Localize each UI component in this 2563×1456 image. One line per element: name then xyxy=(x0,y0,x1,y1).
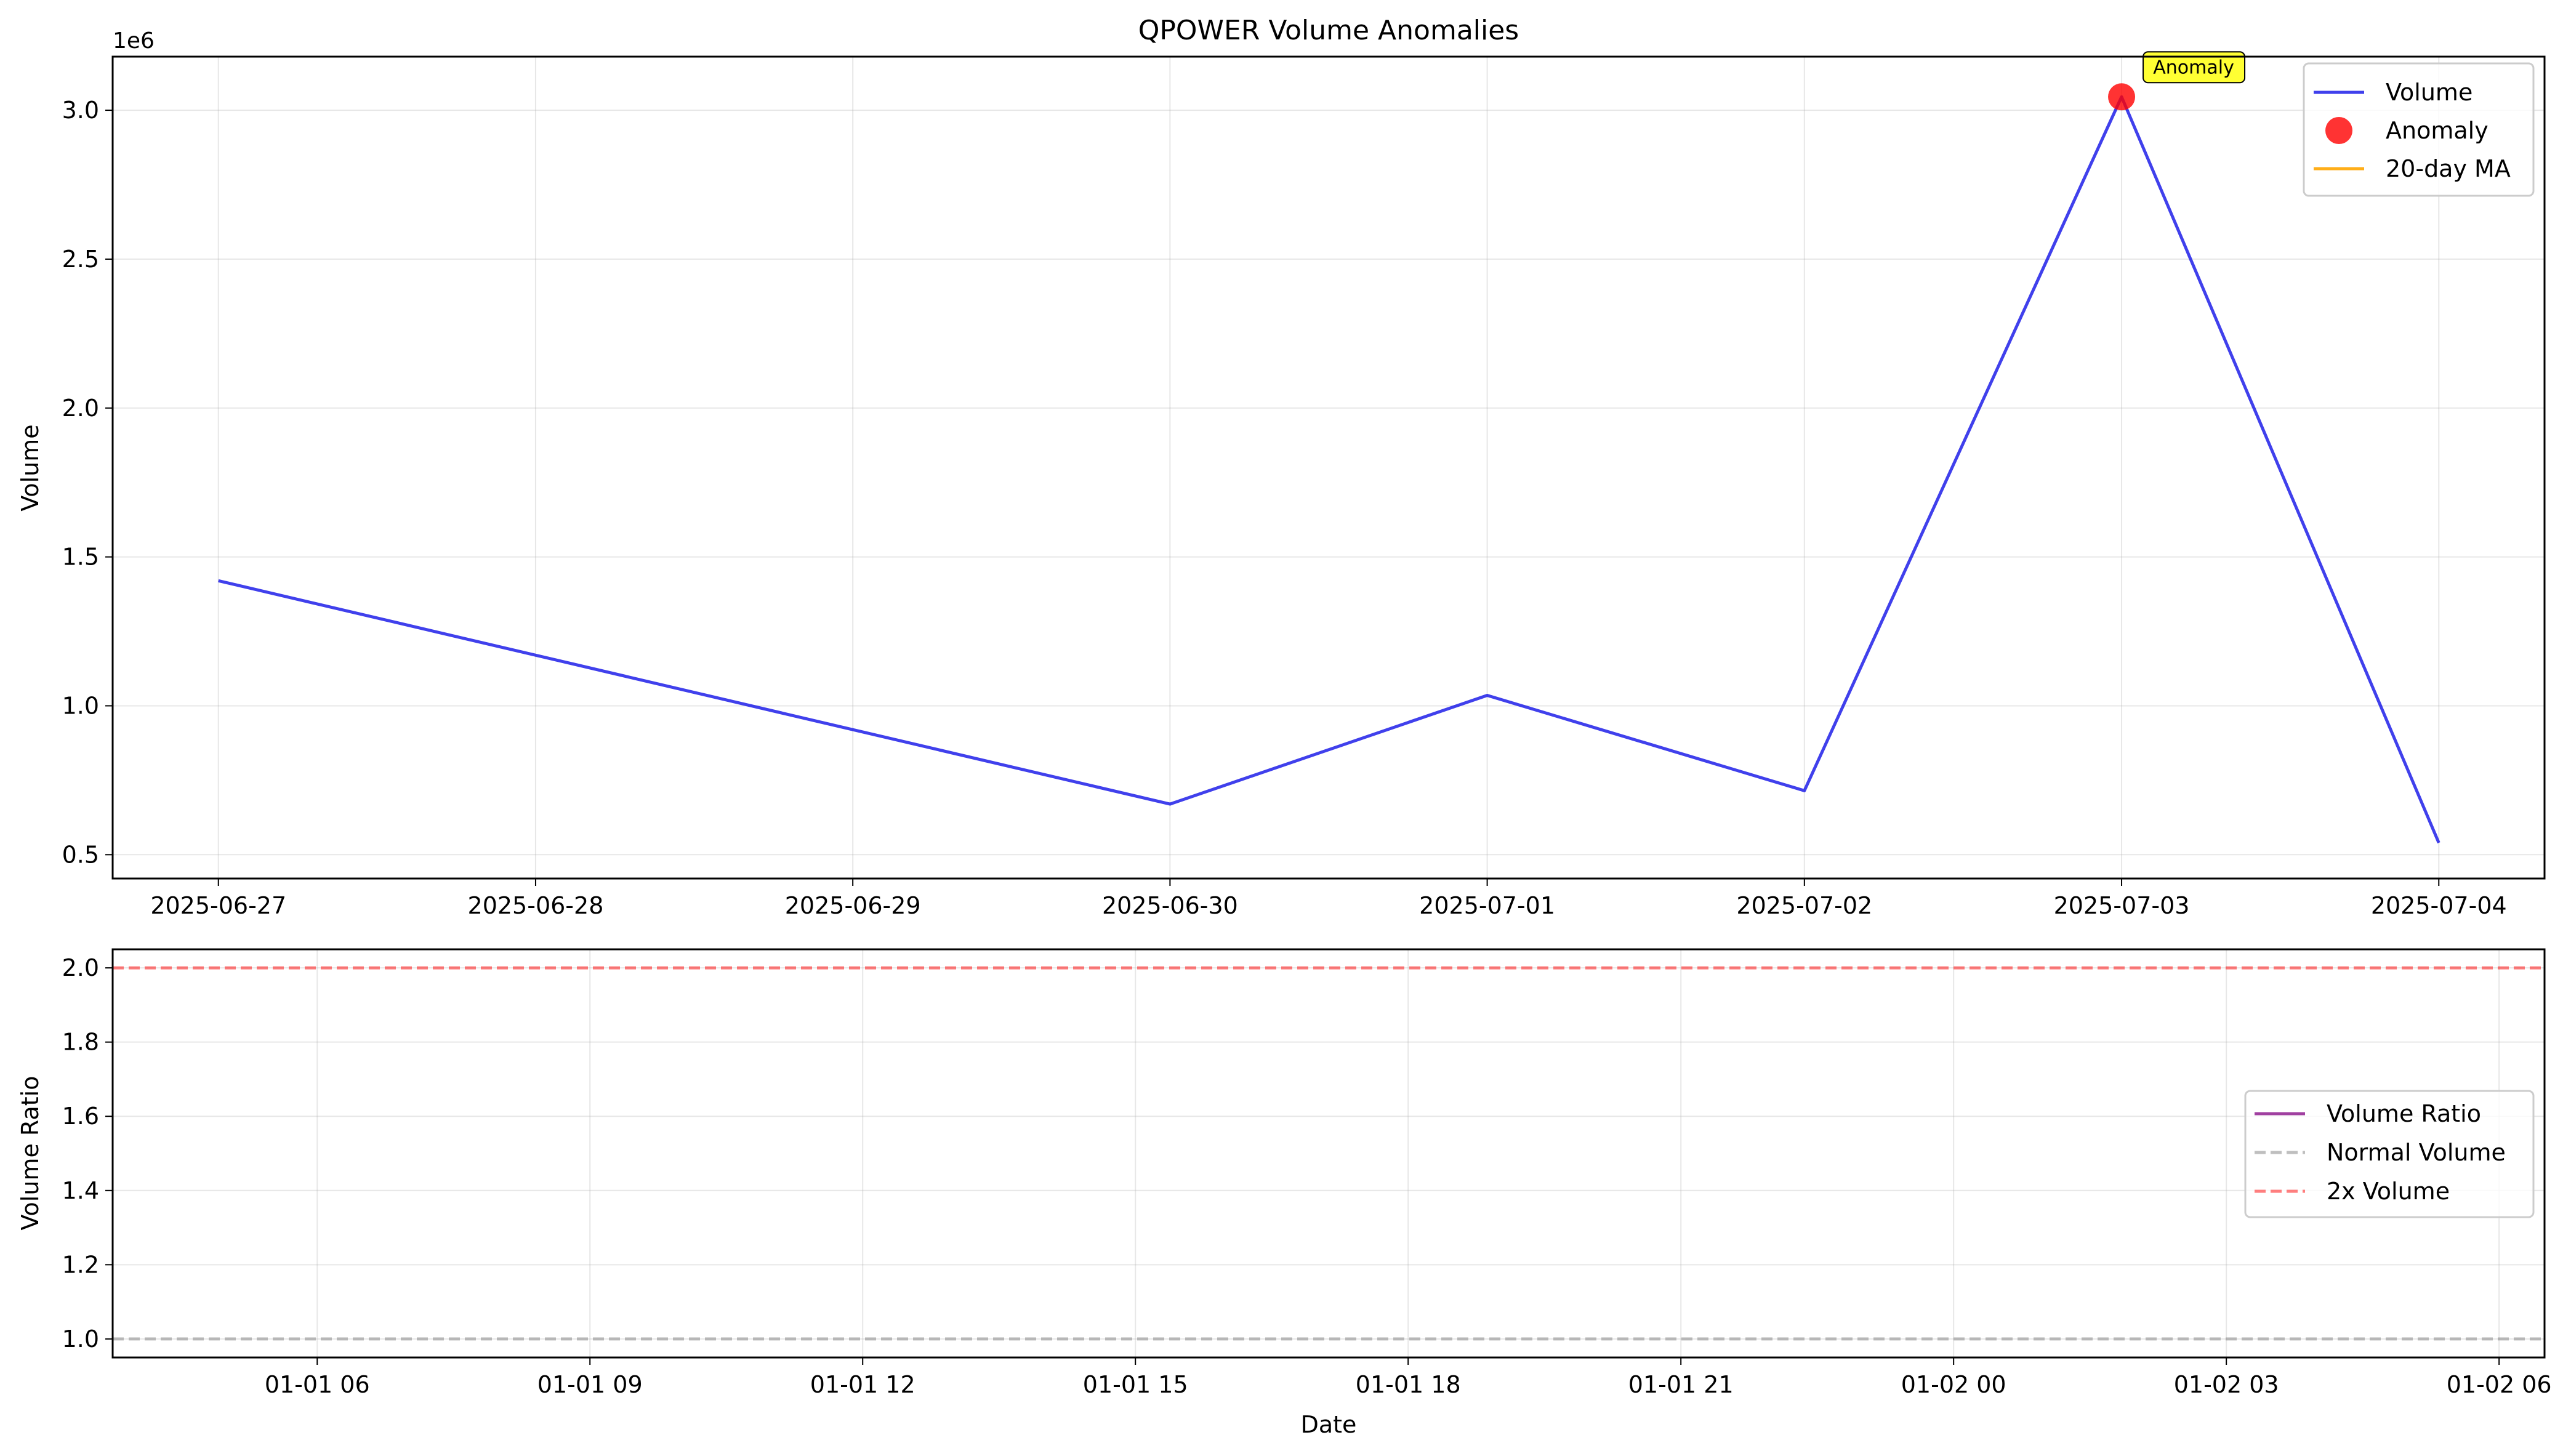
ratio-x-tick-label: 01-02 00 xyxy=(1901,1371,2006,1398)
volume-line xyxy=(218,95,2440,843)
anomaly-annotation-label: Anomaly xyxy=(2153,57,2234,78)
volume-x-ticks: 2025-06-27 2025-06-28 2025-06-29 2025-06-30… xyxy=(150,879,2507,919)
ratio-y-axis-label: Volume Ratio xyxy=(17,1076,44,1231)
volume-x-tick-label: 2025-06-28 xyxy=(468,892,604,919)
ratio-x-tick-label: 01-01 15 xyxy=(1083,1371,1188,1398)
legend-anomaly-swatch xyxy=(2325,117,2352,144)
volume-y-axis-label: Volume xyxy=(17,424,44,511)
ratio-x-tick-label: 01-01 18 xyxy=(1356,1371,1461,1398)
volume-y-ticks: 0.5 1.0 1.5 2.0 2.5 3.0 xyxy=(62,97,113,868)
ratio-x-axis-label: Date xyxy=(1301,1411,1357,1438)
ratio-x-tick-label: 01-01 06 xyxy=(265,1371,370,1398)
ratio-series xyxy=(113,966,2545,1341)
volume-plot-frame xyxy=(111,55,2546,880)
ratio-y-tick-label: 1.0 xyxy=(62,1325,99,1353)
ratio-y-ticks: 1.0 1.2 1.4 1.6 1.8 2.0 xyxy=(62,954,113,1353)
volume-y-tick-label: 2.5 xyxy=(62,246,99,273)
ratio-plot-frame xyxy=(111,948,2546,1359)
ratio-x-tick-label: 01-02 06 xyxy=(2447,1371,2552,1398)
volume-x-tick-label: 2025-07-02 xyxy=(1736,892,1872,919)
volume-series: Anomaly xyxy=(218,51,2440,843)
volume-x-tick-label: 2025-06-27 xyxy=(150,892,286,919)
anomaly-marker xyxy=(2108,83,2136,111)
ratio-x-ticks: 01-01 06 01-01 09 01-01 12 01-01 15 01-01 18… xyxy=(265,1357,2552,1398)
chart-title: QPOWER Volume Anomalies xyxy=(1138,15,1519,46)
ratio-y-tick-label: 2.0 xyxy=(62,954,99,981)
legend-normal-label: Normal Volume xyxy=(2327,1139,2506,1166)
ratio-panel: 01-01 06 01-01 09 01-01 12 01-01 15 01-01 18… xyxy=(17,948,2552,1438)
y-offset-label: 1e6 xyxy=(113,28,155,54)
legend-volume-label: Volume xyxy=(2386,79,2472,106)
ratio-y-tick-label: 1.8 xyxy=(62,1029,99,1056)
anomaly-annotation: Anomaly xyxy=(2143,51,2246,84)
legend-anomaly-label: Anomaly xyxy=(2386,117,2489,144)
legend-ma-label: 20-day MA xyxy=(2386,155,2511,182)
volume-x-tick-label: 2025-07-04 xyxy=(2371,892,2507,919)
ratio-x-tick-label: 01-01 21 xyxy=(1628,1371,1734,1398)
ratio-x-tick-label: 01-01 12 xyxy=(810,1371,915,1398)
volume-y-tick-label: 2.0 xyxy=(62,395,99,422)
volume-y-tick-label: 1.5 xyxy=(62,544,99,571)
volume-y-tick-label: 3.0 xyxy=(62,97,99,124)
volume-panel: 2025-06-27 2025-06-28 2025-06-29 2025-06-30… xyxy=(17,15,2546,919)
ratio-y-tick-label: 1.6 xyxy=(62,1103,99,1130)
volume-grid xyxy=(113,57,2545,879)
volume-x-tick-label: 2025-06-30 xyxy=(1102,892,1238,919)
legend-ratio-label: Volume Ratio xyxy=(2327,1100,2481,1127)
ratio-y-tick-label: 1.2 xyxy=(62,1251,99,1278)
ratio-y-tick-label: 1.4 xyxy=(62,1177,99,1204)
volume-x-tick-label: 2025-07-01 xyxy=(1419,892,1555,919)
volume-x-tick-label: 2025-07-03 xyxy=(2054,892,2190,919)
volume-y-tick-label: 1.0 xyxy=(62,692,99,719)
ratio-x-tick-label: 01-01 09 xyxy=(537,1371,643,1398)
volume-x-tick-label: 2025-06-29 xyxy=(785,892,921,919)
ratio-legend: Volume Ratio Normal Volume 2x Volume xyxy=(2244,1090,2535,1218)
legend-2x-label: 2x Volume xyxy=(2327,1178,2450,1205)
ratio-x-tick-label: 01-02 03 xyxy=(2174,1371,2279,1398)
anomaly-annotation-box xyxy=(2143,51,2246,84)
volume-y-tick-label: 0.5 xyxy=(62,841,99,868)
volume-legend: Volume Anomaly 20-day MA xyxy=(2303,62,2535,197)
